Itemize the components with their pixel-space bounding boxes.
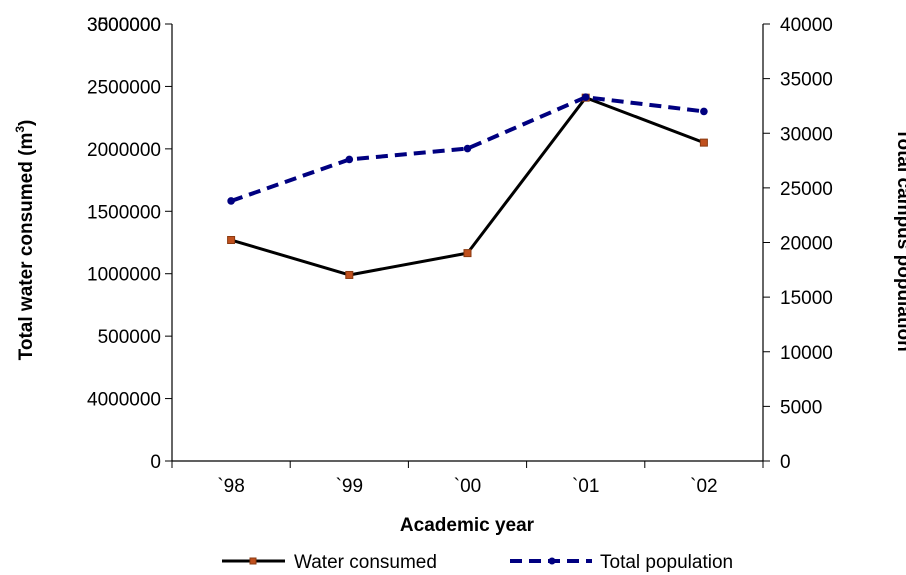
data-point-water-consumed	[345, 270, 354, 279]
y-axis-left-title-sup: 3	[13, 126, 27, 133]
legend-item-population: Total population	[510, 552, 733, 573]
right-axis-ticks: 0 5000 10000 15000 20000 25000 30000 35000 40000	[763, 15, 833, 473]
y-axis-left-title-close: )	[16, 120, 37, 126]
legend: Water consumed Total population	[222, 552, 733, 573]
data-point-total-population	[700, 107, 708, 116]
x-tick-label: `98	[217, 476, 244, 497]
y-left-tick-label: 1500000	[87, 202, 161, 223]
y-axis-left-title: Total water consumed (m3)	[13, 120, 37, 361]
data-point-water-consumed	[699, 138, 708, 147]
y-left-tick-label: 4000000	[87, 390, 161, 411]
y-left-tick-label: 1000000	[87, 265, 161, 286]
y-right-tick-label: 40000	[780, 15, 833, 36]
legend-water-label: Water consumed	[294, 552, 437, 573]
y-left-tick-label: 3500000	[87, 15, 161, 36]
legend-water-marker	[249, 557, 257, 565]
y-left-tick-label: 2000000	[87, 140, 161, 161]
y-axis-right-title: Total campus population	[893, 128, 906, 351]
y-right-tick-label: 20000	[780, 234, 833, 255]
x-axis-title: Academic year	[400, 515, 535, 536]
y-right-tick-label: 10000	[780, 343, 833, 364]
y-left-tick-label: 0	[150, 452, 161, 473]
y-left-tick-label: 3000000	[87, 15, 161, 36]
data-point-total-population	[227, 197, 235, 205]
y-right-tick-label: 0	[780, 452, 791, 473]
data-point-water-consumed	[227, 236, 236, 245]
data-point-total-population	[345, 155, 354, 164]
y-left-tick-label: 2500000	[87, 77, 161, 98]
series-line-water-consumed	[230, 96, 705, 277]
data-point-total-population	[581, 93, 590, 101]
left-axis-ticks: 0 4000000 500000 1000000 1500000 2000000 25000…	[87, 15, 172, 473]
data-point-water-consumed	[463, 249, 472, 258]
y-right-tick-label: 30000	[780, 124, 833, 145]
x-tick-label: `00	[454, 476, 481, 497]
x-tick-label: `02	[690, 476, 717, 497]
legend-population-marker	[548, 557, 556, 565]
y-right-tick-label: 25000	[780, 179, 833, 200]
x-tick-label: `01	[572, 476, 599, 497]
y-left-tick-label: 500000	[98, 327, 161, 348]
data-point-total-population	[463, 144, 472, 153]
series-line-total-population	[230, 95, 705, 203]
x-axis-ticks: `98 `99 `00 `01 `02	[171, 461, 764, 497]
x-tick-label: `99	[336, 476, 363, 497]
y-right-tick-label: 35000	[780, 70, 833, 91]
y-right-tick-label: 15000	[780, 288, 833, 309]
series-layer	[227, 93, 708, 279]
y-axis-left-title-text: Total water consumed (m	[16, 133, 37, 361]
legend-population-label: Total population	[600, 552, 733, 573]
legend-item-water: Water consumed	[222, 552, 437, 573]
y-right-tick-label: 5000	[780, 397, 822, 418]
axes	[171, 24, 764, 462]
